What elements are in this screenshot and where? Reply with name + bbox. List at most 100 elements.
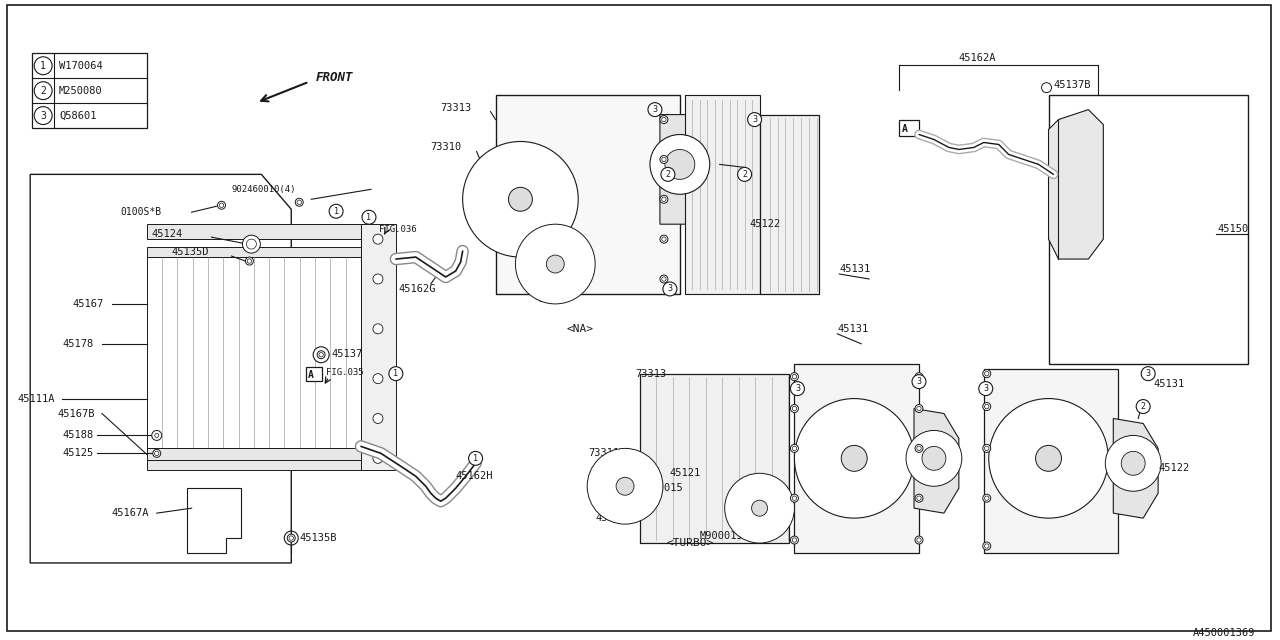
Circle shape xyxy=(35,82,52,100)
Polygon shape xyxy=(914,408,959,513)
Circle shape xyxy=(988,399,1108,518)
Polygon shape xyxy=(867,458,900,488)
Circle shape xyxy=(35,107,52,125)
Circle shape xyxy=(983,370,991,378)
Circle shape xyxy=(155,433,159,437)
Circle shape xyxy=(983,494,991,502)
Circle shape xyxy=(792,496,796,500)
Text: A450001369: A450001369 xyxy=(1193,628,1256,637)
Text: 45137B: 45137B xyxy=(1053,80,1091,90)
Circle shape xyxy=(462,141,579,257)
Text: 45178: 45178 xyxy=(63,339,93,349)
Text: 902460010(4): 902460010(4) xyxy=(232,185,296,194)
Circle shape xyxy=(916,538,922,542)
Circle shape xyxy=(792,538,796,542)
Circle shape xyxy=(662,157,666,162)
Polygon shape xyxy=(847,404,858,447)
Text: 1: 1 xyxy=(393,369,398,378)
Text: 45135D: 45135D xyxy=(172,247,209,257)
Polygon shape xyxy=(809,429,841,458)
Polygon shape xyxy=(760,515,764,539)
Text: 45167B: 45167B xyxy=(58,408,95,419)
Circle shape xyxy=(155,451,159,456)
Text: W170064: W170064 xyxy=(59,61,102,71)
Text: 45122: 45122 xyxy=(750,219,781,229)
Circle shape xyxy=(916,496,922,500)
Text: 45167: 45167 xyxy=(72,299,104,309)
Text: FIG.036: FIG.036 xyxy=(379,225,416,234)
Circle shape xyxy=(246,257,253,265)
Circle shape xyxy=(916,446,922,451)
Text: 2: 2 xyxy=(742,170,748,179)
Circle shape xyxy=(660,235,668,243)
Text: FRONT: FRONT xyxy=(316,71,353,84)
Circle shape xyxy=(922,446,946,470)
Circle shape xyxy=(616,477,634,495)
Text: 73310: 73310 xyxy=(431,143,462,152)
Polygon shape xyxy=(1042,404,1052,447)
Circle shape xyxy=(748,113,762,127)
Circle shape xyxy=(791,381,804,396)
Polygon shape xyxy=(768,508,785,526)
Circle shape xyxy=(983,542,991,550)
Circle shape xyxy=(984,371,989,376)
Circle shape xyxy=(372,453,383,463)
Text: 1: 1 xyxy=(334,207,339,216)
Polygon shape xyxy=(147,224,361,239)
Circle shape xyxy=(791,536,799,544)
Text: 45135B: 45135B xyxy=(300,533,337,543)
Circle shape xyxy=(242,235,260,253)
Text: 3: 3 xyxy=(795,384,800,393)
Circle shape xyxy=(1036,445,1061,471)
Circle shape xyxy=(791,372,799,381)
Circle shape xyxy=(792,446,796,451)
Polygon shape xyxy=(1114,419,1158,518)
Circle shape xyxy=(915,444,923,452)
Circle shape xyxy=(662,237,666,241)
Polygon shape xyxy=(147,247,361,257)
Circle shape xyxy=(660,168,675,181)
Circle shape xyxy=(915,494,923,502)
Circle shape xyxy=(219,203,224,207)
Polygon shape xyxy=(984,369,1119,553)
Text: 3: 3 xyxy=(983,384,988,393)
Polygon shape xyxy=(1048,109,1103,259)
Polygon shape xyxy=(736,515,758,529)
Text: 3: 3 xyxy=(1146,369,1151,378)
Circle shape xyxy=(317,351,325,358)
Text: 45188: 45188 xyxy=(63,431,93,440)
Circle shape xyxy=(984,544,989,548)
Polygon shape xyxy=(627,493,631,520)
Text: 3: 3 xyxy=(916,377,922,386)
Polygon shape xyxy=(640,374,790,543)
Polygon shape xyxy=(593,481,617,490)
Polygon shape xyxy=(608,457,620,483)
Circle shape xyxy=(372,413,383,424)
Text: 45187A: 45187A xyxy=(595,513,632,523)
Circle shape xyxy=(319,353,324,357)
Polygon shape xyxy=(1055,431,1097,451)
Polygon shape xyxy=(361,224,396,470)
Polygon shape xyxy=(851,470,860,513)
Polygon shape xyxy=(544,228,550,259)
Circle shape xyxy=(983,403,991,410)
Text: 45125: 45125 xyxy=(63,449,93,458)
Circle shape xyxy=(737,168,751,181)
Polygon shape xyxy=(532,199,562,234)
Bar xyxy=(32,53,147,127)
Circle shape xyxy=(664,150,695,179)
Text: 45131: 45131 xyxy=(837,324,869,334)
Circle shape xyxy=(915,536,923,544)
Circle shape xyxy=(1137,399,1151,413)
Text: 45162H: 45162H xyxy=(456,471,493,481)
Text: 45111A: 45111A xyxy=(17,394,55,404)
Polygon shape xyxy=(685,95,759,294)
Circle shape xyxy=(791,494,799,502)
Text: 73311: 73311 xyxy=(589,449,620,458)
Polygon shape xyxy=(495,95,680,294)
Circle shape xyxy=(915,372,923,381)
Polygon shape xyxy=(524,169,566,190)
Bar xyxy=(1048,95,1248,364)
Circle shape xyxy=(648,102,662,116)
Circle shape xyxy=(152,431,161,440)
